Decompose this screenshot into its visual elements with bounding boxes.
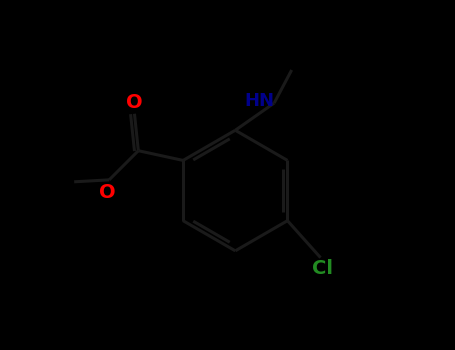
Text: HN: HN: [244, 92, 274, 110]
Text: O: O: [126, 93, 143, 112]
Text: O: O: [99, 183, 116, 202]
Text: Cl: Cl: [312, 259, 333, 278]
